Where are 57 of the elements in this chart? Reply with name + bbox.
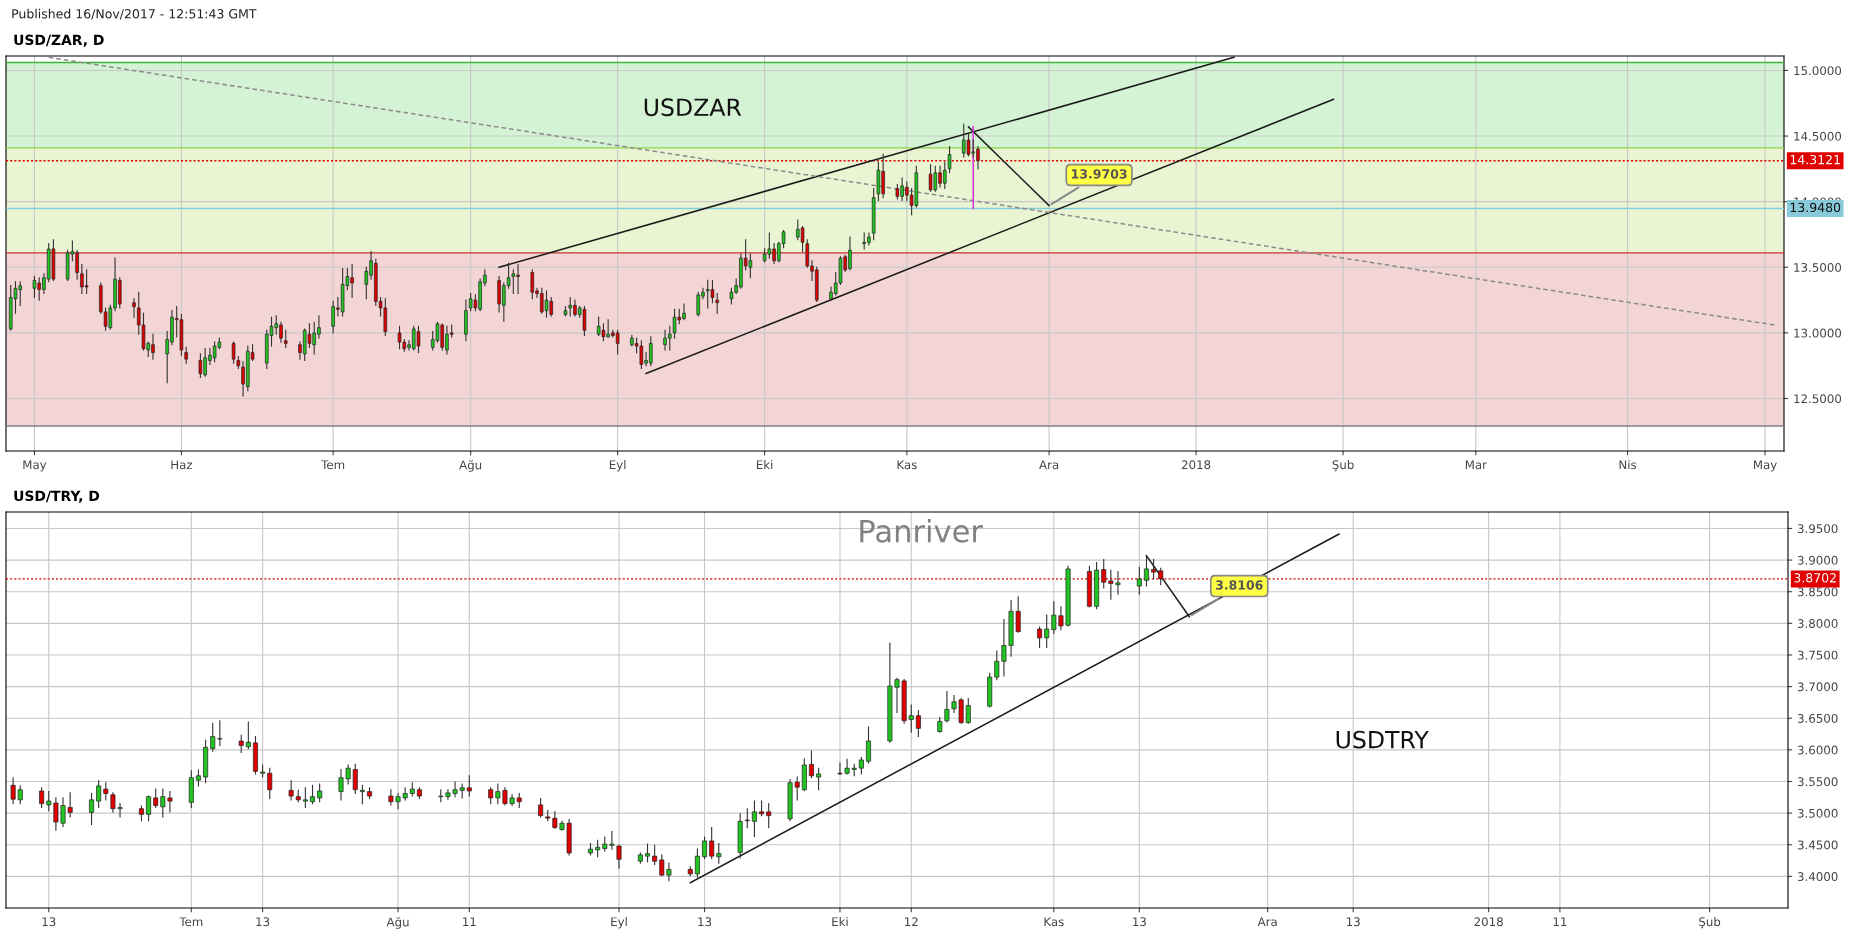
x-tick-label: May	[1753, 460, 1777, 472]
x-tick-label: Eki	[832, 917, 848, 926]
x-tick-label: Eyl	[611, 917, 627, 929]
text: Published 16/Nov/2017 - 12:51:43 GMT	[12, 8, 257, 20]
y-tick-label: 3.8000	[1797, 619, 1838, 628]
y-tick-label: 3.7500	[1797, 650, 1838, 660]
x-tick-label: Mar	[1465, 460, 1487, 470]
x-tick-label: 11	[1553, 917, 1567, 926]
y-tick-label: 3.4500	[1797, 840, 1838, 850]
x-tick-label: Haz	[171, 460, 193, 470]
y-tick-label: 3.9000	[1797, 555, 1838, 565]
x-tick-label: Şub	[1699, 917, 1721, 929]
y-tick-label: 12.5000	[1794, 394, 1842, 404]
y-tick-label: 3.9500	[1797, 524, 1838, 534]
x-tick-label: 13	[1346, 917, 1360, 927]
y-tick-label: 3.6000	[1797, 745, 1838, 755]
annotation: Panriver	[860, 518, 983, 543]
x-tick-label: Kas	[897, 460, 917, 470]
annotation: 13.9703	[1072, 169, 1127, 179]
x-tick-label: 2018	[1181, 460, 1211, 470]
chart-title: USD/ZAR, D	[14, 34, 104, 47]
annotation: USDZAR	[644, 98, 742, 117]
x-tick-label: Nis	[1619, 460, 1637, 470]
y-tick-label: 3.7000	[1797, 682, 1838, 692]
x-tick-label: Eki	[756, 460, 773, 469]
x-tick-label: Tem	[321, 460, 345, 470]
y-tick-label: 3.8500	[1797, 587, 1838, 597]
x-tick-label: Ağu	[386, 917, 409, 929]
annotation: 3.8106	[1215, 580, 1263, 590]
x-tick-label: 13	[698, 917, 712, 927]
x-tick-label: 2018	[1474, 917, 1503, 927]
x-tick-label: Kas	[1044, 917, 1064, 927]
x-tick-label: 13	[256, 917, 270, 927]
x-tick-label: 13	[42, 917, 56, 927]
x-tick-label: Ara	[1039, 460, 1059, 470]
x-tick-label: Tem	[179, 917, 203, 927]
x-tick-label: 13	[1133, 917, 1146, 927]
annotation: USDTRY	[1336, 730, 1429, 749]
chart-title: USD/TRY, D	[14, 490, 100, 503]
y-tick-label: 13.0000	[1794, 328, 1842, 338]
y-tick-label: 14.5000	[1794, 131, 1842, 141]
x-tick-label: Ağu	[459, 460, 482, 472]
ref-line-label: 3.8702	[1794, 573, 1836, 583]
x-tick-label: Eyl	[609, 460, 626, 472]
ref-line-label: 13.9480	[1790, 202, 1841, 213]
x-tick-label: 12	[905, 917, 918, 926]
x-tick-label: Ara	[1257, 917, 1277, 927]
y-tick-label: 13.5000	[1794, 263, 1842, 272]
x-tick-label: Şub	[1332, 460, 1354, 472]
y-tick-label: 3.5500	[1797, 777, 1838, 787]
y-tick-label: 15.0000	[1794, 66, 1842, 76]
ref-line-label: 14.3121	[1790, 154, 1840, 165]
y-tick-label: 3.6500	[1797, 713, 1838, 723]
x-tick-label: May	[23, 460, 47, 472]
x-tick-label: 11	[463, 917, 476, 926]
y-tick-label: 3.4000	[1797, 872, 1838, 882]
y-tick-label: 3.5000	[1797, 808, 1838, 818]
